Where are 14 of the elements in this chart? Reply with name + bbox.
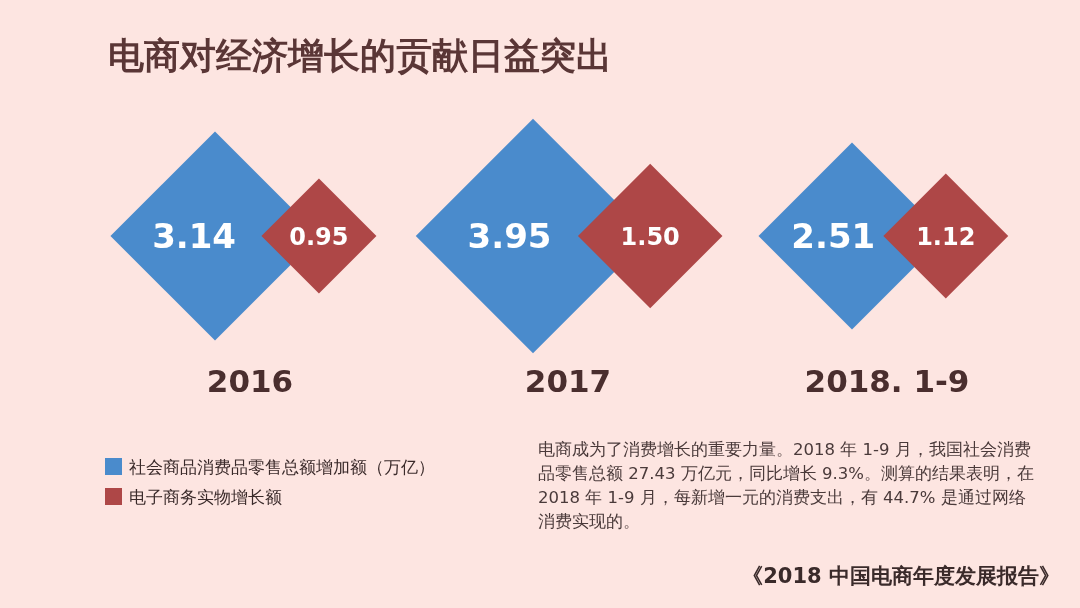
text: 电商成为了消费增长的重要力量。2018 年 1-9 月，我国社会消费品零售总额 27.43 万亿元，同比增长 9.3%。测算的结果表明，在 2018 年 1-9 月，每新增一元的消费支出，有 44.7% 是通过网络消费实现的。 — [538, 439, 1035, 533]
data-label: 1.12 — [916, 223, 976, 251]
data-label: 1.50 — [620, 223, 680, 251]
legend-label: 社会商品消费品零售总额增加额（万亿） — [129, 457, 435, 477]
category-label: 2018. 1-9 — [804, 363, 970, 399]
data-label: 3.95 — [467, 216, 552, 256]
category-label: 2017 — [524, 363, 612, 399]
category-label: 2016 — [206, 363, 294, 399]
text: 《2018 中国电商年度发展报告》 — [742, 564, 1060, 588]
legend-label: 电子商务实物增长额 — [129, 487, 282, 507]
data-label: 3.14 — [152, 216, 237, 256]
data-label: 0.95 — [289, 223, 349, 251]
data-label: 2.51 — [791, 216, 876, 256]
text: 电商对经济增长的贡献日益突出 — [108, 35, 612, 76]
